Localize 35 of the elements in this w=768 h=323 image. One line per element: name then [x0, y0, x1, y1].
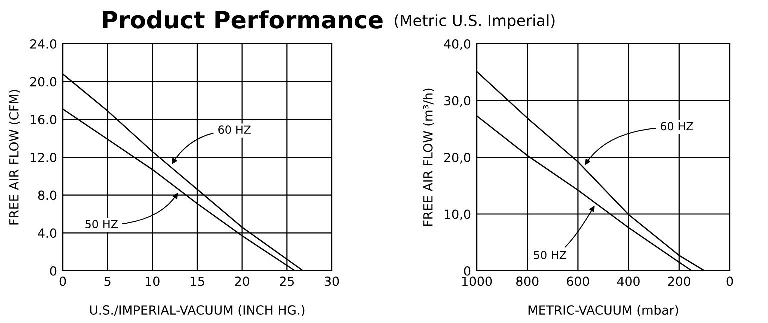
x-tick-label: 15 — [190, 276, 204, 286]
x-axis-title: METRIC-VACUUM (mbar) — [528, 305, 678, 316]
y-tick-label: 20,0 — [444, 152, 471, 164]
y-tick-label: 0 — [464, 266, 471, 276]
y-tick-label: 10,0 — [444, 210, 471, 220]
x-tick-label: 200 — [668, 276, 690, 286]
annotation: 50 HZ — [534, 251, 566, 260]
x-tick-label: 400 — [617, 276, 640, 286]
x-tick-label: 20 — [235, 276, 250, 286]
x-tick-label: 0 — [60, 276, 66, 286]
chart-title: Product Performance — [103, 10, 383, 29]
y-tick-label: 40,0 — [444, 39, 471, 50]
x-tick-label: 800 — [516, 276, 539, 286]
y-tick-label: 8.0 — [38, 190, 57, 200]
x-axis-title: U.S./IMPERIAL-VACUUM (INCH HG.) — [90, 305, 305, 316]
y-axis-title: FREE AIR FLOW (CFM) — [9, 90, 20, 225]
annotation: 60 HZ — [660, 122, 694, 131]
x-tick-label: 10 — [146, 276, 160, 286]
x-tick-label: 0 — [726, 276, 734, 286]
annotation: 60 HZ — [218, 126, 251, 134]
x-tick-label: 600 — [567, 276, 590, 286]
x-tick-label: 25 — [280, 276, 294, 286]
x-tick-label: 1000 — [462, 276, 492, 286]
chart-subtitle: (Metric U.S. Imperial) — [395, 14, 555, 30]
y-axis-title: FREE AIR FLOW (m³/h) — [423, 88, 434, 226]
y-tick-label: 16.0 — [30, 115, 57, 125]
y-tick-label: 20.0 — [30, 77, 57, 87]
x-tick-label: 5 — [104, 276, 111, 286]
y-tick-label: 12.0 — [30, 152, 57, 162]
y-tick-label: 0 — [50, 266, 57, 276]
y-tick-label: 30,0 — [444, 96, 471, 107]
y-tick-label: 24.0 — [30, 39, 57, 49]
x-tick-label: 30 — [325, 276, 340, 286]
y-tick-label: 4.0 — [38, 228, 57, 238]
annotation: 50 HZ — [86, 220, 118, 229]
